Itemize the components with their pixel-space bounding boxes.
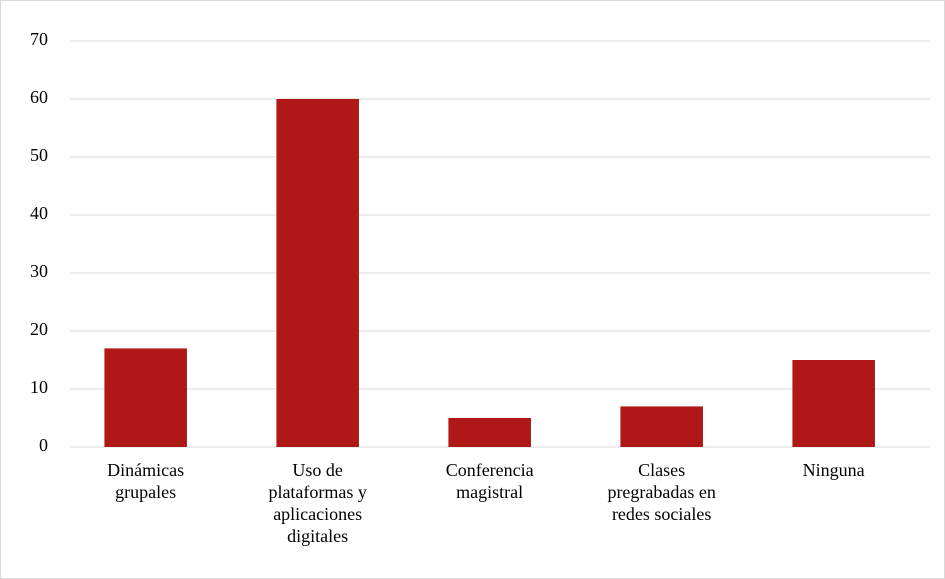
bar	[620, 406, 703, 447]
bar	[448, 418, 531, 447]
y-tick-label: 20	[30, 319, 48, 339]
y-tick-label: 60	[30, 87, 48, 107]
bar	[104, 348, 187, 447]
y-tick-label: 50	[30, 145, 48, 165]
y-tick-label: 0	[39, 435, 48, 455]
y-tick-label: 40	[30, 203, 48, 223]
y-tick-label: 70	[30, 29, 48, 49]
x-tick-label: Clases pregrabadas en redes sociales	[607, 460, 716, 524]
x-tick-label: Conferencia magistral	[445, 460, 534, 502]
y-tick-label: 10	[30, 377, 48, 397]
y-tick-label: 30	[30, 261, 48, 281]
x-tick-label: Ninguna	[802, 460, 865, 480]
bar	[792, 360, 875, 447]
x-tick-label: Dinámicas grupales	[107, 460, 185, 502]
bar	[276, 99, 359, 447]
x-tick-label: Uso de plataformas y aplicaciones digita…	[268, 460, 367, 546]
